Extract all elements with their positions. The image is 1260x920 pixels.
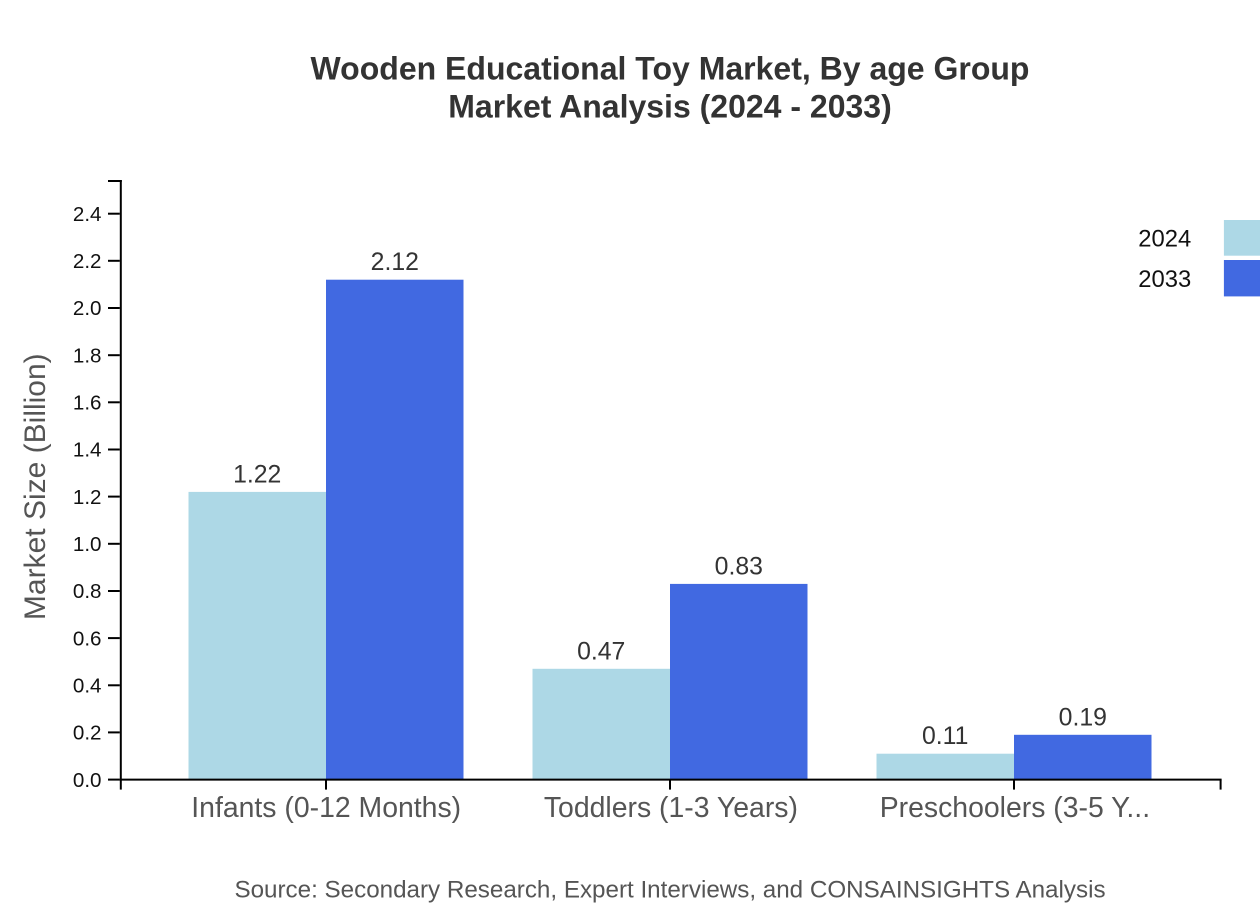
svg-text:Toddlers (1-3 Years): Toddlers (1-3 Years) <box>544 792 798 824</box>
svg-text:Infants (0-12 Months): Infants (0-12 Months) <box>191 792 461 824</box>
svg-text:0.11: 0.11 <box>922 723 968 750</box>
svg-text:0.4: 0.4 <box>73 675 102 698</box>
svg-text:1.22: 1.22 <box>233 461 281 488</box>
svg-text:2.4: 2.4 <box>73 203 102 226</box>
svg-text:Market Analysis (2024 - 2033): Market Analysis (2024 - 2033) <box>448 89 892 125</box>
svg-text:Market Size (Billion): Market Size (Billion) <box>19 353 52 620</box>
svg-text:1.4: 1.4 <box>73 439 102 462</box>
svg-text:0.2: 0.2 <box>73 722 102 745</box>
svg-text:Preschoolers (3-5 Y...: Preschoolers (3-5 Y... <box>880 792 1150 824</box>
svg-text:2.12: 2.12 <box>371 249 419 276</box>
svg-text:1.0: 1.0 <box>73 533 102 556</box>
svg-text:0.8: 0.8 <box>73 580 102 603</box>
svg-text:2024: 2024 <box>1138 226 1191 253</box>
svg-text:0.19: 0.19 <box>1059 704 1107 731</box>
svg-text:1.8: 1.8 <box>73 344 102 367</box>
svg-text:2033: 2033 <box>1138 266 1191 293</box>
svg-text:2.0: 2.0 <box>73 297 102 320</box>
svg-text:2.2: 2.2 <box>73 250 102 273</box>
svg-text:0.47: 0.47 <box>577 638 625 665</box>
svg-text:Source: Secondary Research, Ex: Source: Secondary Research, Expert Inter… <box>234 877 1105 904</box>
svg-text:0.0: 0.0 <box>73 769 102 792</box>
svg-text:1.2: 1.2 <box>73 486 102 509</box>
svg-text:1.6: 1.6 <box>73 392 102 415</box>
svg-text:0.6: 0.6 <box>73 627 102 650</box>
svg-text:Wooden Educational Toy Market,: Wooden Educational Toy Market, By age Gr… <box>311 51 1030 87</box>
svg-text:0.83: 0.83 <box>715 553 763 580</box>
